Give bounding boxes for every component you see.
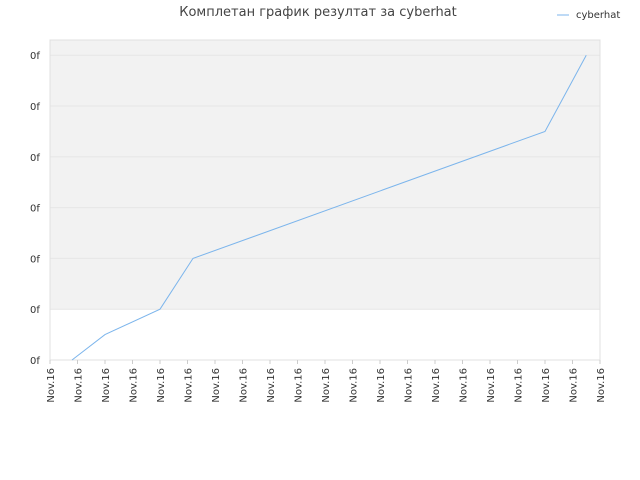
data-line xyxy=(71,55,587,361)
x-tick-label: Nov.16 xyxy=(211,368,222,403)
x-tick-label: Nov.16 xyxy=(129,368,140,403)
band xyxy=(50,156,600,208)
x-tick-label: Nov.16 xyxy=(321,368,332,403)
y-tick-label: 0f xyxy=(30,102,40,113)
x-tick-label: Nov.16 xyxy=(101,368,112,403)
x-tick-label: Nov.16 xyxy=(74,368,85,403)
legend-label[interactable]: cyberhat xyxy=(576,10,620,21)
y-tick-label: 0f xyxy=(30,305,40,316)
band xyxy=(50,258,600,310)
x-tick-label: Nov.16 xyxy=(294,368,305,403)
x-tick-label: Nov.16 xyxy=(46,368,57,403)
y-tick-label: 0f xyxy=(30,356,40,367)
x-tick-label: Nov.16 xyxy=(541,368,552,403)
x-tick-label: Nov.16 xyxy=(404,368,415,403)
chart-title: Комплетан график резултат за cyberhat xyxy=(179,5,457,20)
x-tick-label: Nov.16 xyxy=(431,368,442,403)
band xyxy=(50,106,600,157)
band xyxy=(50,40,600,107)
x-tick-label: Nov.16 xyxy=(486,368,497,403)
y-tick-label: 0f xyxy=(30,254,40,265)
x-tick-label: Nov.16 xyxy=(569,368,580,403)
x-tick-label: Nov.16 xyxy=(239,368,250,403)
x-tick-label: Nov.16 xyxy=(459,368,470,403)
x-tick-label: Nov.16 xyxy=(184,368,195,403)
x-tick-label: Nov.16 xyxy=(376,368,387,403)
x-tick-label: Nov.16 xyxy=(514,368,525,403)
y-tick-label: 0f xyxy=(30,51,40,62)
x-tick-label: Nov.16 xyxy=(156,368,167,403)
band xyxy=(50,207,600,259)
y-tick-label: 0f xyxy=(30,153,40,164)
x-tick-label: Nov.16 xyxy=(349,368,360,403)
y-tick-label: 0f xyxy=(30,204,40,215)
x-tick-label: Nov.16 xyxy=(266,368,277,403)
x-tick-label: Nov.16 xyxy=(596,368,607,403)
